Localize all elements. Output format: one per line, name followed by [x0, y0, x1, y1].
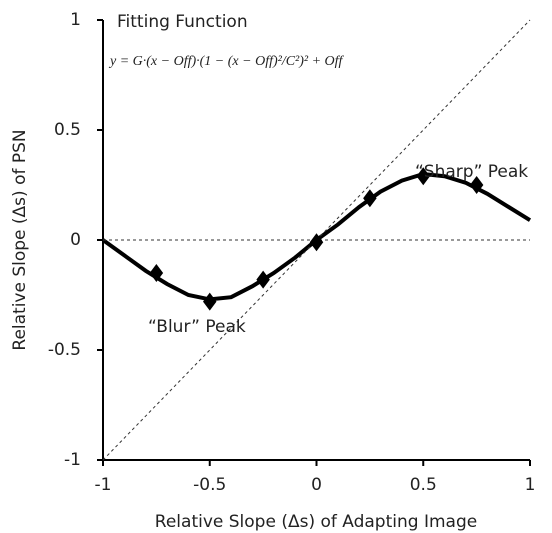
x-tick-label: 0 — [311, 475, 322, 495]
x-tick-label: 1 — [525, 475, 536, 495]
annotation: “Sharp” Peak — [415, 162, 528, 182]
x-tick-label: -0.5 — [193, 475, 226, 495]
y-tick-label: 1 — [70, 10, 81, 30]
y-tick-label: 0.5 — [54, 120, 81, 140]
annotation: “Blur” Peak — [148, 317, 246, 337]
y-axis-label: Relative Slope (Δs) of PSN — [10, 129, 30, 350]
x-axis-label: Relative Slope (Δs) of Adapting Image — [155, 512, 477, 532]
y-tick-label: 0 — [70, 230, 81, 250]
annotation: Fitting Function — [117, 12, 248, 32]
data-point — [469, 176, 484, 194]
y-tick-label: -0.5 — [48, 340, 81, 360]
x-tick-label: 0.5 — [410, 475, 437, 495]
equation: y = G·(x − Off)·(1 − (x − Off)²/C²)² + O… — [108, 54, 345, 69]
data-point — [363, 189, 377, 208]
data-point — [256, 270, 270, 289]
data-point — [309, 233, 324, 252]
y-tick-label: -1 — [64, 450, 81, 470]
data-point — [416, 167, 430, 186]
data-point — [149, 264, 164, 282]
x-tick-label: -1 — [95, 475, 112, 495]
data-point — [203, 292, 217, 311]
